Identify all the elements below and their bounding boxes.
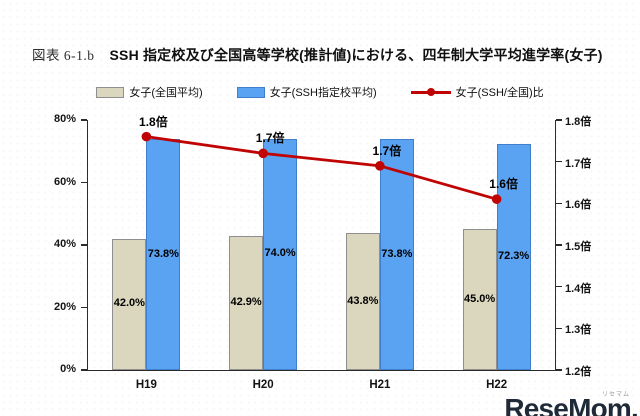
legend-line-swatch-icon (410, 86, 451, 98)
y2-axis-tick (556, 160, 562, 163)
y-axis-tick (81, 369, 87, 371)
figure-number-label: 図表 6-1.b (32, 48, 95, 63)
bar-national-average (112, 238, 147, 370)
figure-title-row: 図表 6-1.b SSH 指定校及び全国高等学校(推計値)における、四年制大学平… (32, 44, 628, 65)
y-axis-tick-label: 40% (53, 238, 76, 250)
legend-bar-swatch-icon (96, 86, 125, 98)
y2-axis-tick-label: 1.8倍 (565, 116, 592, 128)
legend-item-2: 女子(SSH/全国)比 (410, 84, 544, 100)
legend-label: 女子(SSH/全国)比 (455, 87, 544, 99)
y-axis-tick (81, 181, 87, 184)
y2-axis-tick-label: 1.3倍 (565, 324, 592, 337)
ratio-line-point (375, 161, 385, 171)
bar-data-label: 73.8% (381, 247, 413, 260)
figure-title: SSH 指定校及び全国高等学校(推計値)における、四年制大学平均進学率(女子) (109, 47, 603, 63)
x-axis-category-label: H20 (252, 379, 274, 391)
y-axis-tick-label: 20% (53, 300, 76, 313)
legend-label: 女子(SSH指定校平均) (269, 87, 377, 99)
ratio-line-layer (141, 131, 502, 204)
bar-national-average (345, 233, 380, 370)
bar-data-label: 73.8% (147, 247, 179, 260)
legend-item-0: 女子(全国平均) (96, 84, 203, 100)
y2-axis-tick-label: 1.7倍 (565, 157, 592, 170)
x-axis-category-label: H22 (486, 379, 508, 391)
bar-data-label: 45.0% (464, 292, 496, 305)
ratio-data-label: 1.7倍 (372, 143, 402, 158)
y-axis-tick-label: 80% (53, 113, 76, 125)
bar-national-average (229, 235, 264, 370)
bar-national-average (462, 229, 497, 370)
ratio-line-point (491, 194, 502, 204)
bar-data-label: 42.0% (113, 297, 145, 310)
bar-data-label: 74.0% (264, 247, 296, 260)
x-axis-category-label: H21 (369, 379, 391, 391)
y2-axis-tick (556, 369, 562, 371)
plot-area: 0% 20% 40% 60% 80% 1.2倍 1.3倍 1.4倍 1.5倍 1.6倍 1.7倍 1.… (54, 113, 591, 391)
y2-axis-tick-label: 1.2倍 (565, 366, 592, 378)
y2-axis-tick (556, 285, 562, 288)
y2-axis-tick (556, 244, 562, 246)
chart-legend: 女子(全国平均) 女子(SSH指定校平均) 女子(SSH/全国)比 (0, 84, 640, 100)
bar-ssh-average (263, 138, 298, 370)
y2-axis-tick-label: 1.4倍 (565, 282, 592, 295)
legend-line-marker-icon (426, 88, 435, 96)
bar-data-label: 72.3% (498, 250, 530, 263)
ratio-data-label: 1.8倍 (139, 114, 168, 129)
y2-axis-tick (556, 327, 562, 330)
ratio-line-point (258, 148, 268, 159)
y-axis-tick (81, 306, 87, 309)
bar-data-label: 42.9% (230, 295, 262, 308)
y-axis-tick-label: 0% (60, 363, 76, 375)
bar-ssh-average (496, 144, 531, 370)
ratio-data-label: 1.6倍 (489, 177, 518, 192)
ratio-line (146, 135, 498, 201)
y2-axis-tick-label: 1.5倍 (565, 241, 592, 253)
x-axis-category-label: H19 (135, 379, 157, 391)
ratio-line-point (141, 131, 152, 142)
y-axis-tick-label: 60% (53, 175, 76, 188)
y2-axis-tick (556, 119, 562, 121)
legend-item-1: 女子(SSH指定校平均) (236, 84, 377, 100)
watermark-text: ReseMom. (504, 393, 638, 416)
ratio-data-label: 1.7倍 (255, 131, 285, 146)
bar-data-label: 43.8% (347, 294, 379, 307)
watermark-ruby-text: リセマム (601, 392, 630, 398)
legend-bar-swatch-icon (236, 86, 265, 98)
y2-axis-tick-label: 1.6倍 (565, 199, 592, 212)
y-axis-tick (81, 119, 87, 121)
watermark-logo: リセマム ReseMom. (504, 392, 638, 416)
y-axis-tick (81, 244, 87, 246)
bar-ssh-average (379, 139, 414, 370)
bar-ssh-average (146, 139, 181, 370)
legend-label: 女子(全国平均) (129, 87, 203, 99)
y2-axis-tick (556, 202, 562, 205)
